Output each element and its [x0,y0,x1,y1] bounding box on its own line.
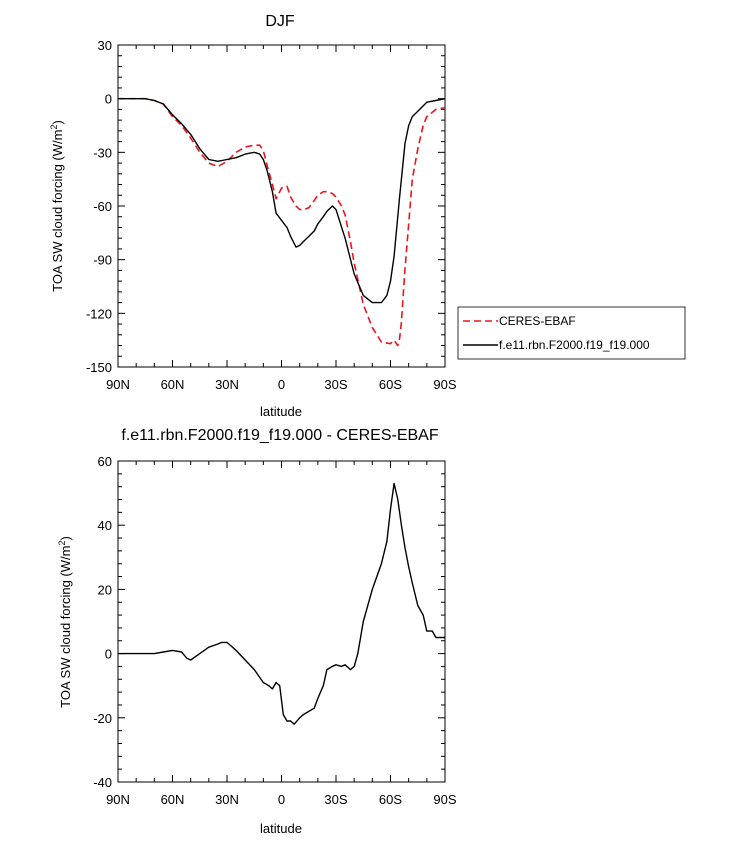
x-tick-label: 30S [324,377,347,392]
legend-label-model: f.e11.rbn.F2000.f19_f19.000 [499,338,650,352]
y-tick-label: -40 [93,775,112,790]
top-x-tick-labels: 90N 60N 30N 0 30S 60S 90S [106,377,457,392]
bottom-x-axis-label: latitude [260,821,302,836]
series-line-f-e11-rbn-f2000-f19-f19-000 [118,97,446,304]
bottom-y-axis-label: TOA SW cloud forcing (W/m2) [57,536,73,708]
x-tick-label: 30S [324,792,347,807]
bottom-y-tick-labels: 60 40 20 0 -20 -40 [93,454,112,790]
series-line-difference [118,482,445,725]
y-tick-label: 40 [98,518,112,533]
legend-label-ceres-ebaf: CERES-EBAF [499,314,576,328]
top-y-tick-labels: 30 0 -30 -60 -90 -120 -150 [86,38,112,375]
top-y-axis-label: TOA SW cloud forcing (W/m2) [49,120,65,292]
x-tick-label: 90S [433,792,456,807]
legend: CERES-EBAF f.e11.rbn.F2000.f19_f19.000 [457,306,686,360]
top-chart-panel: DJF 30 0 -30 -60 -90 -120 -150 90N 60N 30N 0 30S 60… [49,13,457,419]
x-tick-label: 60S [379,792,402,807]
x-tick-label: 30N [215,377,239,392]
bottom-x-tick-labels: 90N 60N 30N 0 30S 60S 90S [106,792,457,807]
top-plot-frame [117,44,446,368]
top-series-lines [118,97,446,347]
x-tick-label: 60N [161,792,185,807]
x-tick-label: 60S [379,377,402,392]
y-tick-label: -60 [93,199,112,214]
y-tick-label: -120 [86,306,112,321]
y-tick-label: 20 [98,582,112,597]
y-tick-label: 30 [98,38,112,53]
y-tick-label: -90 [93,253,112,268]
y-tick-label: 0 [105,92,112,107]
y-tick-label: -150 [86,360,112,375]
x-tick-label: 0 [278,377,285,392]
y-tick-label: -20 [93,711,112,726]
x-tick-label: 0 [278,792,285,807]
top-x-axis-label: latitude [260,404,302,419]
bottom-chart-title: f.e11.rbn.F2000.f19_f19.000 - CERES-EBAF [121,427,438,444]
x-tick-label: 30N [215,792,239,807]
y-tick-label: 0 [105,647,112,662]
bottom-series-lines [118,482,445,725]
x-tick-label: 90S [433,377,456,392]
series-line-ceres-ebaf [118,97,446,347]
top-chart-title: DJF [265,13,295,30]
y-tick-label: -30 [93,145,112,160]
x-tick-label: 60N [161,377,185,392]
bottom-axis-ticks [117,460,446,783]
legend-box [457,306,686,360]
bottom-chart-panel: f.e11.rbn.F2000.f19_f19.000 - CERES-EBAF… [57,427,457,836]
x-tick-label: 90N [106,377,130,392]
top-axis-ticks [117,44,446,368]
bottom-plot-frame [117,460,446,783]
x-tick-label: 90N [106,792,130,807]
y-tick-label: 60 [98,454,112,469]
